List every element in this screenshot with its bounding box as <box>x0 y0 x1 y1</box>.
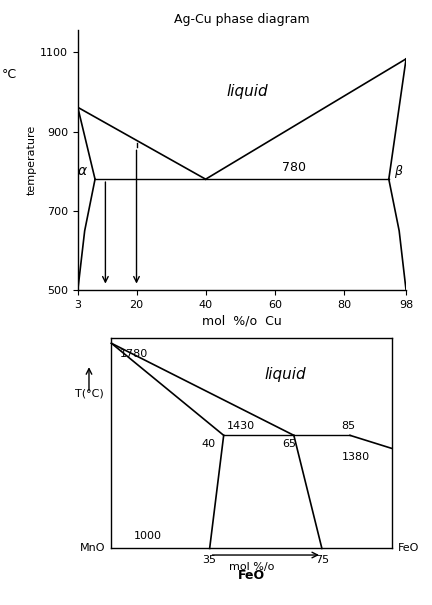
Text: temperature: temperature <box>27 125 37 195</box>
Title: Ag-Cu phase diagram: Ag-Cu phase diagram <box>174 13 310 26</box>
Text: liquid: liquid <box>226 84 268 99</box>
Text: 1430: 1430 <box>226 422 254 431</box>
Text: 780: 780 <box>282 161 306 174</box>
Text: 65: 65 <box>283 439 297 450</box>
Text: 75: 75 <box>315 555 329 565</box>
Text: 1780: 1780 <box>120 349 148 359</box>
X-axis label: mol  %/o  Cu: mol %/o Cu <box>202 314 282 327</box>
Text: 85: 85 <box>342 422 356 431</box>
Text: MnO: MnO <box>80 543 106 554</box>
Text: 1000: 1000 <box>134 531 162 540</box>
Text: °C: °C <box>1 68 16 81</box>
Text: 35: 35 <box>203 555 217 565</box>
Text: 1380: 1380 <box>342 453 370 462</box>
Text: 40: 40 <box>201 439 215 450</box>
Text: T(°C): T(°C) <box>75 388 103 398</box>
Text: FeO: FeO <box>398 543 419 554</box>
Text: FeO: FeO <box>238 569 265 583</box>
Text: mol %/o: mol %/o <box>229 561 274 572</box>
Text: $\alpha$: $\alpha$ <box>77 164 89 178</box>
Text: liquid: liquid <box>265 367 306 382</box>
Text: $\beta$: $\beta$ <box>394 163 404 180</box>
